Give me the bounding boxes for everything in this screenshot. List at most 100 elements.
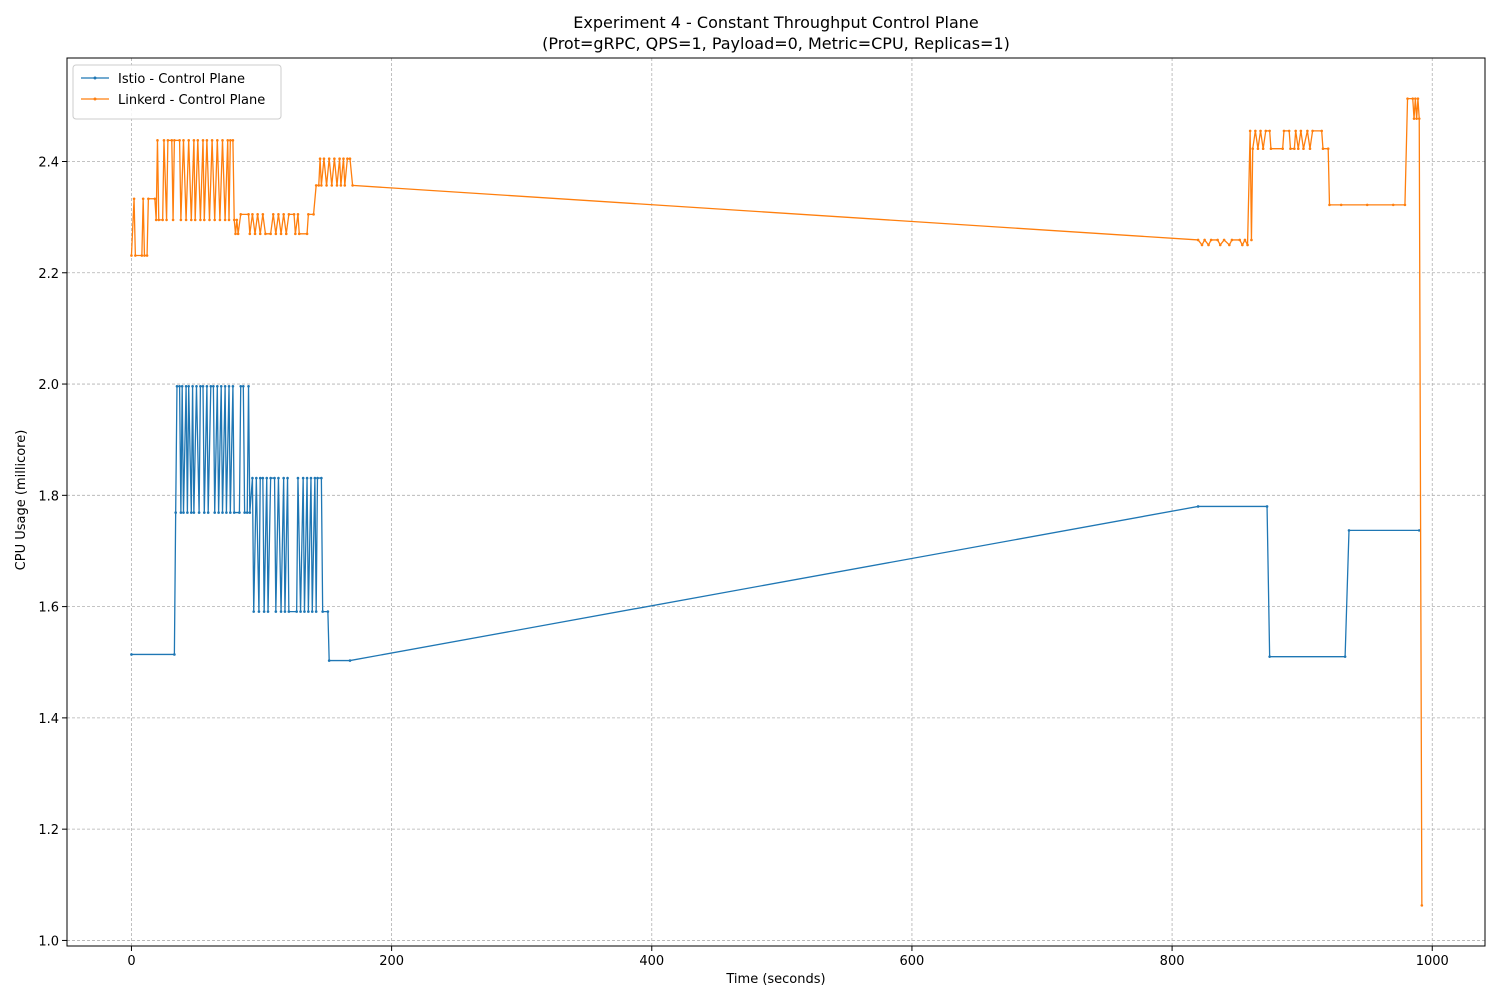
data-point <box>301 476 305 480</box>
data-point <box>202 218 206 222</box>
data-point <box>1207 243 1210 247</box>
data-point <box>1415 117 1418 120</box>
x-tick-label: 0 <box>127 954 135 969</box>
data-point <box>287 213 291 216</box>
data-point <box>1216 238 1219 242</box>
data-point <box>1259 129 1262 133</box>
data-point <box>256 213 259 216</box>
data-point <box>243 511 246 514</box>
data-point <box>154 218 158 222</box>
data-point <box>242 384 245 388</box>
data-point <box>178 139 181 142</box>
data-point <box>255 476 258 480</box>
data-point <box>338 157 341 161</box>
data-point <box>1200 243 1204 247</box>
data-point <box>264 232 267 236</box>
data-point <box>305 476 309 480</box>
data-point <box>239 384 243 388</box>
data-point <box>1294 129 1297 133</box>
data-point <box>171 218 175 222</box>
y-tick-label: 1.8 <box>38 489 59 504</box>
data-point <box>296 476 300 480</box>
y-tick-label: 1.0 <box>38 934 59 949</box>
legend-label: Linkerd - Control Plane <box>118 93 265 108</box>
x-tick-label: 800 <box>1160 954 1185 969</box>
data-point <box>227 218 231 222</box>
data-point <box>1414 97 1417 100</box>
data-point <box>1241 243 1244 247</box>
data-point <box>326 610 330 613</box>
chart-subtitle: (Prot=gRPC, QPS=1, Payload=0, Metric=CPU… <box>542 34 1010 53</box>
data-point <box>170 139 174 142</box>
data-point <box>201 139 205 142</box>
data-point <box>303 610 306 613</box>
data-point <box>147 197 150 201</box>
data-point <box>253 232 257 236</box>
data-point <box>1203 238 1206 242</box>
data-point <box>157 218 161 222</box>
chart-title: Experiment 4 - Constant Throughput Contr… <box>573 13 979 32</box>
data-point <box>208 218 211 222</box>
series-line <box>131 385 1420 662</box>
data-point <box>180 384 184 388</box>
data-point <box>1230 238 1234 242</box>
data-point <box>1328 203 1331 207</box>
data-point <box>1406 97 1409 100</box>
data-point <box>307 213 310 216</box>
data-point <box>218 218 222 222</box>
data-point <box>199 218 202 222</box>
data-point <box>1306 129 1309 133</box>
data-point <box>262 610 266 613</box>
data-point <box>1411 97 1415 100</box>
legend-marker <box>93 97 97 101</box>
data-point <box>1196 238 1200 242</box>
data-point <box>182 139 185 142</box>
y-tick-label: 1.6 <box>38 601 59 616</box>
data-point <box>339 184 343 187</box>
data-point <box>217 511 220 514</box>
data-point <box>232 511 236 514</box>
data-point <box>161 218 164 222</box>
data-point <box>1196 505 1200 508</box>
y-tick-label: 2.0 <box>38 378 59 393</box>
data-point <box>1416 97 1420 100</box>
data-point <box>205 139 209 142</box>
data-point <box>1343 655 1347 658</box>
data-point <box>294 232 297 236</box>
data-point <box>1261 147 1265 150</box>
data-point <box>235 218 239 222</box>
data-point <box>335 184 339 187</box>
data-point <box>134 254 137 257</box>
data-point <box>314 610 318 613</box>
data-point <box>284 232 288 236</box>
data-point <box>239 213 243 216</box>
data-point <box>231 139 235 142</box>
data-point <box>212 384 215 388</box>
data-point <box>210 139 214 142</box>
x-tick-label: 600 <box>900 954 925 969</box>
data-point <box>252 610 256 613</box>
data-point <box>165 218 168 222</box>
data-point <box>1256 147 1260 150</box>
data-point <box>143 254 146 257</box>
data-point <box>229 139 232 142</box>
data-point <box>1339 203 1343 207</box>
data-point <box>317 184 321 187</box>
data-point <box>179 218 183 222</box>
data-point <box>182 511 185 514</box>
data-point <box>216 139 219 142</box>
data-point <box>1238 238 1242 242</box>
data-point <box>286 476 289 480</box>
data-point <box>1222 238 1226 242</box>
data-point <box>299 610 302 613</box>
data-point <box>184 384 188 388</box>
data-point <box>175 384 179 388</box>
data-point <box>247 384 250 388</box>
data-point <box>189 218 193 222</box>
data-point <box>216 384 219 388</box>
data-point <box>162 139 166 142</box>
data-point <box>1269 147 1273 150</box>
data-point <box>1296 147 1300 150</box>
data-point <box>166 139 170 142</box>
y-tick-label: 2.4 <box>38 155 59 170</box>
